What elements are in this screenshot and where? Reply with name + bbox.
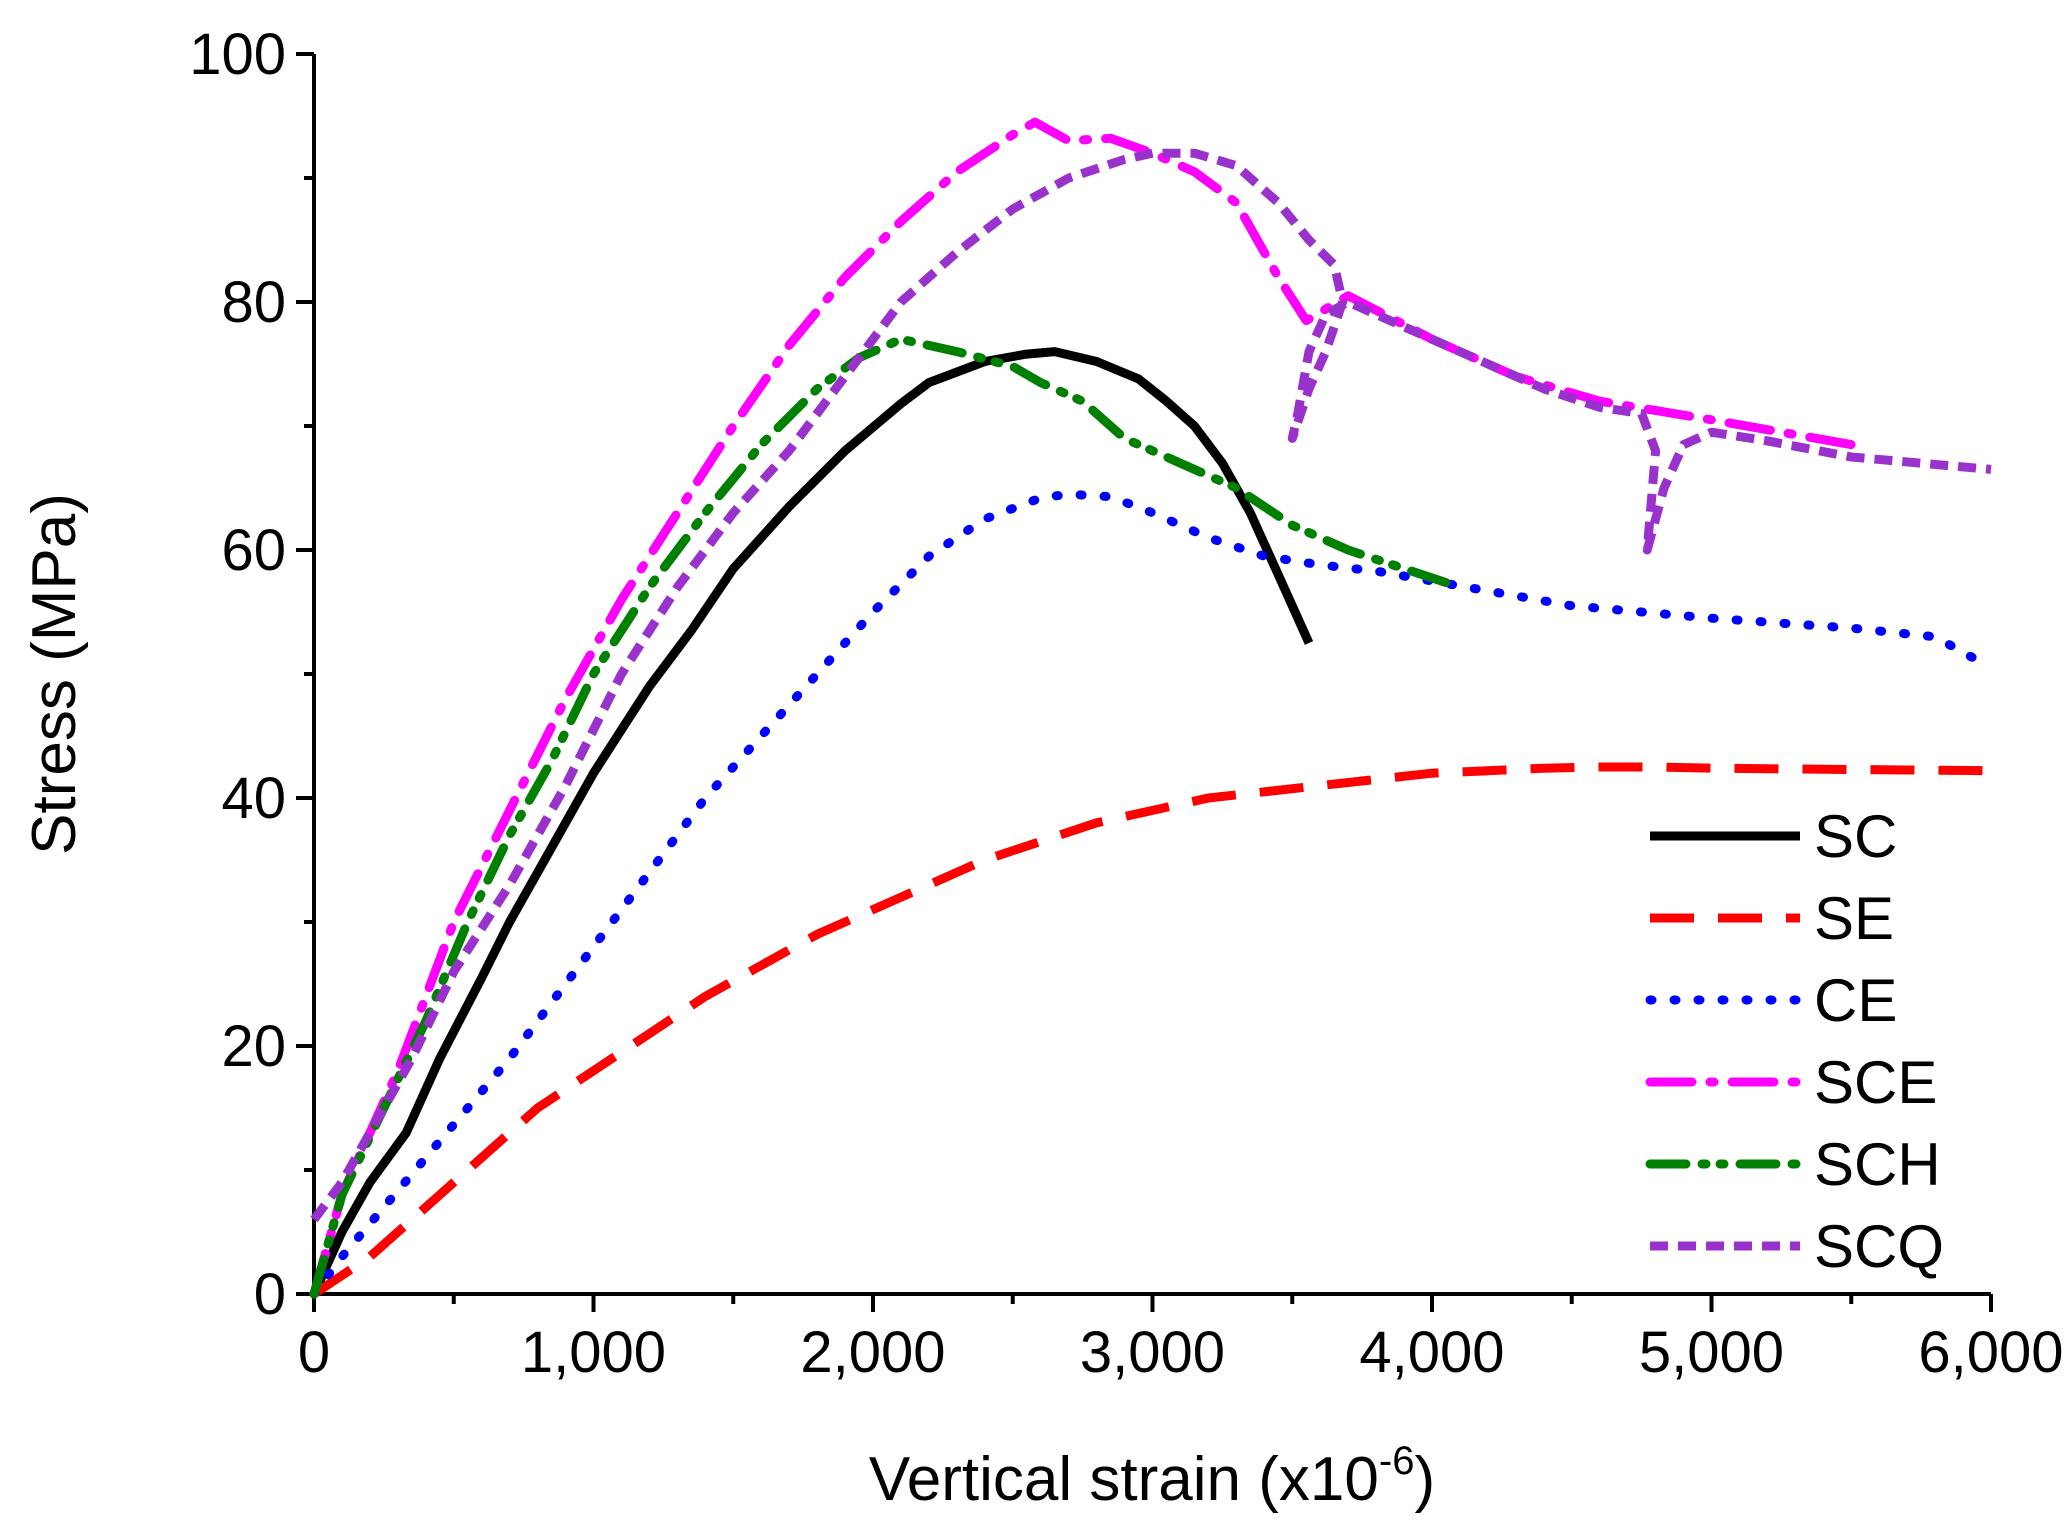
y-tick-label: 60	[221, 518, 286, 583]
tick-labels: 0 1,000 2,000 3,000 4,000 5,000 6,000 0 20 40 60 80…	[189, 22, 2063, 1385]
x-tick-label: 0	[298, 1320, 330, 1385]
series-line-sce	[309, 117, 1856, 1299]
x-tick-label: 2,000	[800, 1320, 945, 1385]
series-line-ce	[309, 489, 1996, 1299]
legend-label-sce: SCE	[1814, 1049, 1937, 1116]
legend-label-se: SE	[1814, 885, 1894, 952]
y-tick-label: 80	[221, 270, 286, 335]
legend-label-sc: SC	[1814, 803, 1897, 870]
series-line-se	[311, 762, 1992, 1298]
y-axis-label: Stress (MPa)	[20, 493, 89, 855]
legend-label-ce: CE	[1814, 967, 1897, 1034]
x-tick-label: 5,000	[1639, 1320, 1784, 1385]
x-tick-label: 4,000	[1359, 1320, 1504, 1385]
x-tick-label: 6,000	[1918, 1320, 2063, 1385]
y-tick-label: 20	[221, 1014, 286, 1079]
y-tick-label: 0	[254, 1262, 286, 1327]
x-tick-label: 3,000	[1080, 1320, 1225, 1385]
x-axis-label: Vertical strain (x10-6)	[869, 1439, 1435, 1514]
tick-marks	[296, 52, 1993, 1312]
y-tick-label: 40	[221, 766, 286, 831]
y-tick-label: 100	[189, 22, 286, 87]
x-tick-label: 1,000	[521, 1320, 666, 1385]
series-lines	[309, 117, 1996, 1299]
chart-axes	[312, 54, 1991, 1296]
legend-label-scq: SCQ	[1814, 1213, 1944, 1280]
series-line-scq	[310, 148, 1992, 1223]
legend: SC SE CE SCE SCH SCQ	[1645, 803, 1944, 1280]
series-line-sc	[309, 347, 1314, 1296]
legend-label-sch: SCH	[1814, 1131, 1941, 1198]
